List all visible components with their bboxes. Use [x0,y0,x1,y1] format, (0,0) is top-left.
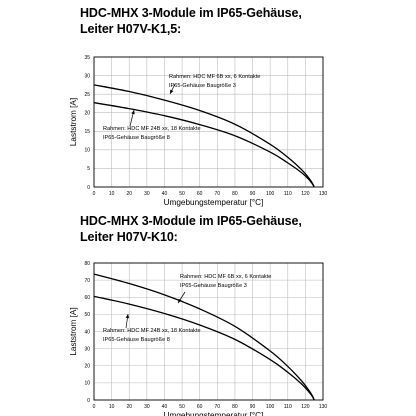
x-tick-label: 0 [93,191,96,197]
x-tick-label: 80 [232,404,238,410]
x-tick-label: 40 [162,404,168,410]
y-tick-label: 10 [84,381,90,387]
x-tick-label: 90 [250,191,256,197]
x-tick-label: 60 [197,191,203,197]
series-pointer-head [131,110,135,115]
x-tick-label: 20 [126,404,132,410]
y-tick-label: 80 [84,261,90,267]
chart-panel-top: HDC-MHX 3-Module im IP65-Gehäuse, Leiter… [69,6,328,207]
y-tick-label: 35 [84,55,90,61]
series-label-sub: IP65-Gehäuse Baugröße 8 [103,337,170,343]
y-tick-label: 20 [84,364,90,370]
x-tick-label: 130 [319,404,328,410]
x-tick-label: 110 [284,404,292,410]
y-tick-label: 25 [84,92,90,98]
x-tick-label: 0 [93,404,96,410]
series-pointer-head [178,298,182,303]
x-tick-label: 10 [109,404,115,410]
chart-title-line1: HDC-MHX 3-Module im IP65-Gehäuse, [80,214,302,228]
x-tick-label: 20 [126,191,132,197]
chart-title-line2: Leiter H07V-K1,5: [80,22,182,36]
y-tick-label: 40 [84,329,90,335]
y-tick-label: 15 [84,129,90,135]
series-label-sub: IP65-Gehäuse Baugröße 3 [180,283,247,289]
chart-plot-bottom: 0 10 20 30 40 50 60 70 80 90 100 110 120 130 0 10 20 30 40… [69,261,328,416]
chart-panel-bottom: HDC-MHX 3-Module im IP65-Gehäuse, Leiter… [0,208,416,416]
series-line [93,295,315,401]
x-tick-label: 120 [301,191,310,197]
chart-plot-top: 0 10 20 30 40 50 60 70 80 90 100 110 120 130 0 5 10 15 20 2… [69,55,328,207]
series-label: Rahmen: HDC MF 6B xx, 6 Kontakte [169,74,260,80]
x-tick-label: 100 [266,191,275,197]
y-tick-label: 60 [84,295,90,301]
x-tick-label: 10 [109,191,115,197]
x-tick-label: 30 [144,404,150,410]
y-tick-label: 0 [87,185,90,191]
series-pointer-head [125,314,130,319]
y-tick-label: 10 [84,148,90,154]
x-tick-label: 80 [232,191,238,197]
series-line [93,84,315,188]
series-label-sub: IP65-Gehäuse Baugröße 3 [169,83,236,89]
chart-title-line2: Leiter H07V-K10: [80,230,178,244]
y-tick-label: 30 [84,346,90,352]
y-tick-label: 5 [87,166,90,172]
x-tick-label: 110 [284,191,292,197]
y-tick-label: 20 [84,111,90,117]
series-label: Rahmen: HDC MF 24B xx, 18 Kontakte [103,328,201,334]
series-line [93,102,315,188]
series-label: Rahmen: HDC MF 24B xx, 18 Kontakte [103,126,201,132]
x-tick-label: 30 [144,191,150,197]
plot-frame [93,262,324,401]
x-axis-label: Umgebungstemperatur [°C] [164,198,264,207]
series-pointer-head [170,89,174,94]
x-tick-label: 70 [215,191,221,197]
x-tick-label: 70 [215,404,221,410]
x-tick-label: 60 [197,404,203,410]
y-tick-label: 0 [87,398,90,404]
plot-frame [93,56,324,188]
series-label-sub: IP65-Gehäuse Baugröße 8 [103,135,170,141]
x-tick-label: 100 [266,404,275,410]
series-line [93,273,315,401]
x-tick-label: 50 [179,404,185,410]
y-axis-label: Laststrom [A] [69,307,78,355]
y-axis-label: Laststrom [A] [69,98,78,146]
x-tick-label: 90 [250,404,256,410]
x-tick-label: 130 [319,191,328,197]
x-tick-label: 40 [162,191,168,197]
y-tick-label: 70 [84,278,90,284]
x-tick-label: 120 [301,404,310,410]
y-tick-label: 50 [84,312,90,318]
chart-title-line1: HDC-MHX 3-Module im IP65-Gehäuse, [80,6,302,20]
x-axis-label: Umgebungstemperatur [°C] [164,411,264,416]
series-label: Rahmen: HDC MF 6B xx, 6 Kontakte [180,274,271,280]
x-tick-label: 50 [179,191,185,197]
y-tick-label: 30 [84,73,90,79]
